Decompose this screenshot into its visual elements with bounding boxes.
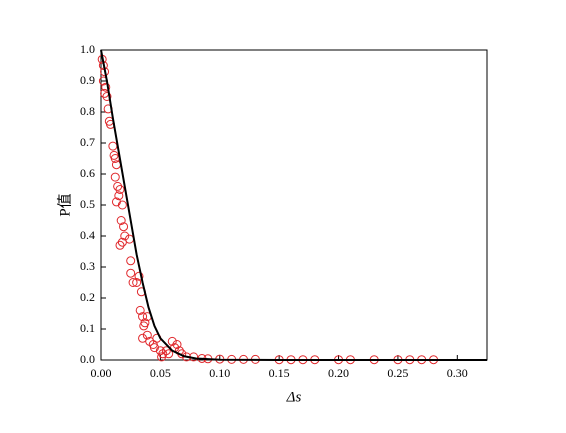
- y-tick-label: 0.0: [80, 352, 95, 366]
- x-axis-label: Δs: [286, 389, 302, 405]
- data-point: [110, 172, 120, 182]
- data-point: [138, 312, 148, 322]
- data-point: [126, 268, 136, 278]
- y-axis-label: P值: [56, 193, 73, 216]
- plot-frame: [100, 49, 488, 361]
- data-point: [149, 343, 159, 353]
- data-point: [134, 271, 144, 281]
- y-tick-label: 0.1: [80, 321, 95, 335]
- data-point: [108, 141, 118, 151]
- y-tick-label: 1.0: [80, 42, 95, 56]
- data-point: [142, 330, 152, 340]
- data-point: [102, 92, 112, 101]
- data-point: [117, 200, 127, 210]
- data-point: [155, 346, 165, 356]
- x-tick-label: 0.10: [209, 366, 230, 380]
- data-point: [135, 305, 145, 315]
- data-point: [101, 82, 111, 92]
- data-point: [119, 222, 129, 232]
- data-point: [172, 340, 182, 349]
- x-tick-label: 0.15: [269, 366, 290, 380]
- fit-curve: [100, 49, 487, 361]
- y-tick-label: 0.7: [80, 135, 95, 149]
- data-point: [116, 216, 126, 225]
- data-point: [115, 240, 125, 250]
- y-tick-label: 0.4: [80, 228, 95, 242]
- data-point: [120, 231, 130, 241]
- y-tick-label: 0.6: [80, 166, 95, 180]
- y-tick-label: 0.5: [80, 197, 95, 211]
- data-point: [115, 185, 125, 194]
- y-tick-label: 0.3: [80, 259, 95, 273]
- y-tick-label: 0.8: [80, 104, 95, 118]
- x-tick-label: 0.20: [328, 366, 349, 380]
- data-point: [111, 197, 121, 207]
- y-tick-label: 0.9: [80, 73, 95, 87]
- data-point: [139, 321, 149, 331]
- data-point: [113, 181, 123, 191]
- y-tick-label: 0.2: [80, 290, 95, 304]
- x-tick-label: 0.05: [150, 366, 171, 380]
- data-point: [167, 336, 177, 346]
- data-point: [126, 256, 136, 266]
- x-tick-label: 0.00: [91, 366, 112, 380]
- data-point: [114, 191, 124, 201]
- x-tick-label: 0.25: [387, 366, 408, 380]
- data-point: [128, 278, 138, 287]
- data-point: [161, 346, 171, 356]
- data-point: [132, 278, 142, 287]
- x-tick-label: 0.30: [447, 366, 468, 380]
- data-point: [164, 349, 174, 359]
